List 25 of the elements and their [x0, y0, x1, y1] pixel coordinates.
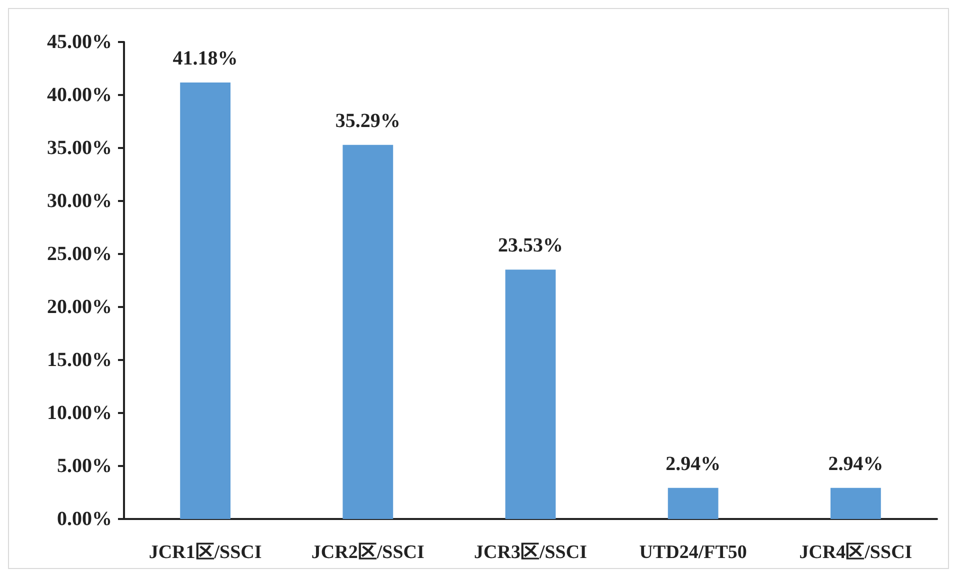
y-tick-label: 40.00% — [47, 84, 112, 106]
x-tick-label: JCR4区/SSCI — [799, 542, 912, 563]
bar — [668, 488, 718, 519]
data-label: 2.94% — [828, 452, 884, 475]
data-label: 41.18% — [172, 47, 238, 70]
x-tick-label: UTD24/FT50 — [639, 542, 747, 563]
bar — [342, 144, 394, 519]
y-tick-label: 30.00% — [47, 190, 112, 212]
y-tick-label: 10.00% — [47, 402, 112, 424]
y-tick-label: 5.00% — [57, 455, 112, 477]
x-tick-label: JCR2区/SSCI — [311, 542, 424, 563]
bar — [180, 82, 231, 519]
y-tick-label: 20.00% — [47, 296, 112, 318]
x-tick-label: JCR3区/SSCI — [474, 542, 587, 563]
data-label: 2.94% — [666, 452, 721, 475]
bar — [830, 488, 881, 519]
y-tick-label: 0.00% — [57, 508, 112, 530]
y-tick-label: 25.00% — [47, 243, 112, 265]
y-tick-label: 35.00% — [47, 137, 112, 159]
data-label: 23.53% — [498, 234, 563, 257]
data-label: 35.29% — [335, 110, 400, 132]
x-tick-label: JCR1区/SSCI — [148, 542, 262, 563]
y-tick-label: 45.00% — [47, 31, 112, 53]
bar — [505, 270, 556, 519]
y-tick-label: 15.00% — [47, 349, 112, 371]
